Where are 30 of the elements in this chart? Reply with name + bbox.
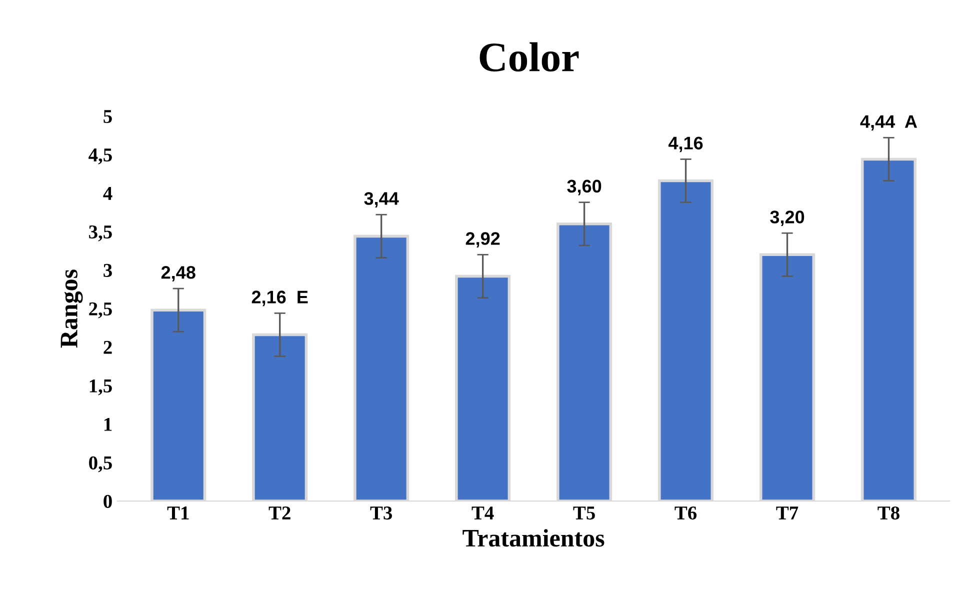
data-label: 3,44 (364, 192, 399, 208)
y-tick-label: 1,5 (90, 379, 112, 396)
y-tick-label: 5 (104, 110, 112, 124)
y-tick-label: 3 (104, 264, 112, 277)
y-tick-label: 0 (104, 494, 112, 508)
x-tick-label: T7 (776, 506, 798, 520)
x-tick-label: T5 (573, 506, 595, 520)
y-tick-label: 3,5 (89, 225, 112, 242)
data-label: 2,48 (161, 266, 196, 282)
x-tick-label: T3 (370, 506, 392, 520)
y-axis-title: Rangos (60, 270, 83, 348)
data-label: 4,16 (668, 136, 703, 152)
data-label: 2,16 E (252, 290, 308, 306)
y-tick-label: 0,5 (89, 456, 112, 472)
data-label: 3,20 (770, 210, 804, 226)
x-tick-label: T2 (268, 506, 290, 520)
y-tick-label: 4 (103, 187, 112, 200)
data-label: 2,92 (466, 232, 500, 248)
data-label: 4,44 A (860, 115, 918, 131)
data-label: 3,60 (567, 180, 602, 196)
x-tick-label: T6 (674, 506, 697, 520)
y-tick-label: 2 (104, 340, 112, 354)
x-tick-label: T1 (167, 506, 189, 520)
y-tick-label: 1 (104, 418, 112, 431)
y-tick-label: 2,5 (89, 302, 112, 318)
y-tick-label: 4,5 (88, 148, 112, 164)
x-axis-title: Tratamientos (462, 529, 604, 547)
chart-title: Color (480, 42, 579, 72)
x-tick-label: T8 (878, 506, 900, 520)
x-tick-label: T4 (472, 506, 494, 520)
